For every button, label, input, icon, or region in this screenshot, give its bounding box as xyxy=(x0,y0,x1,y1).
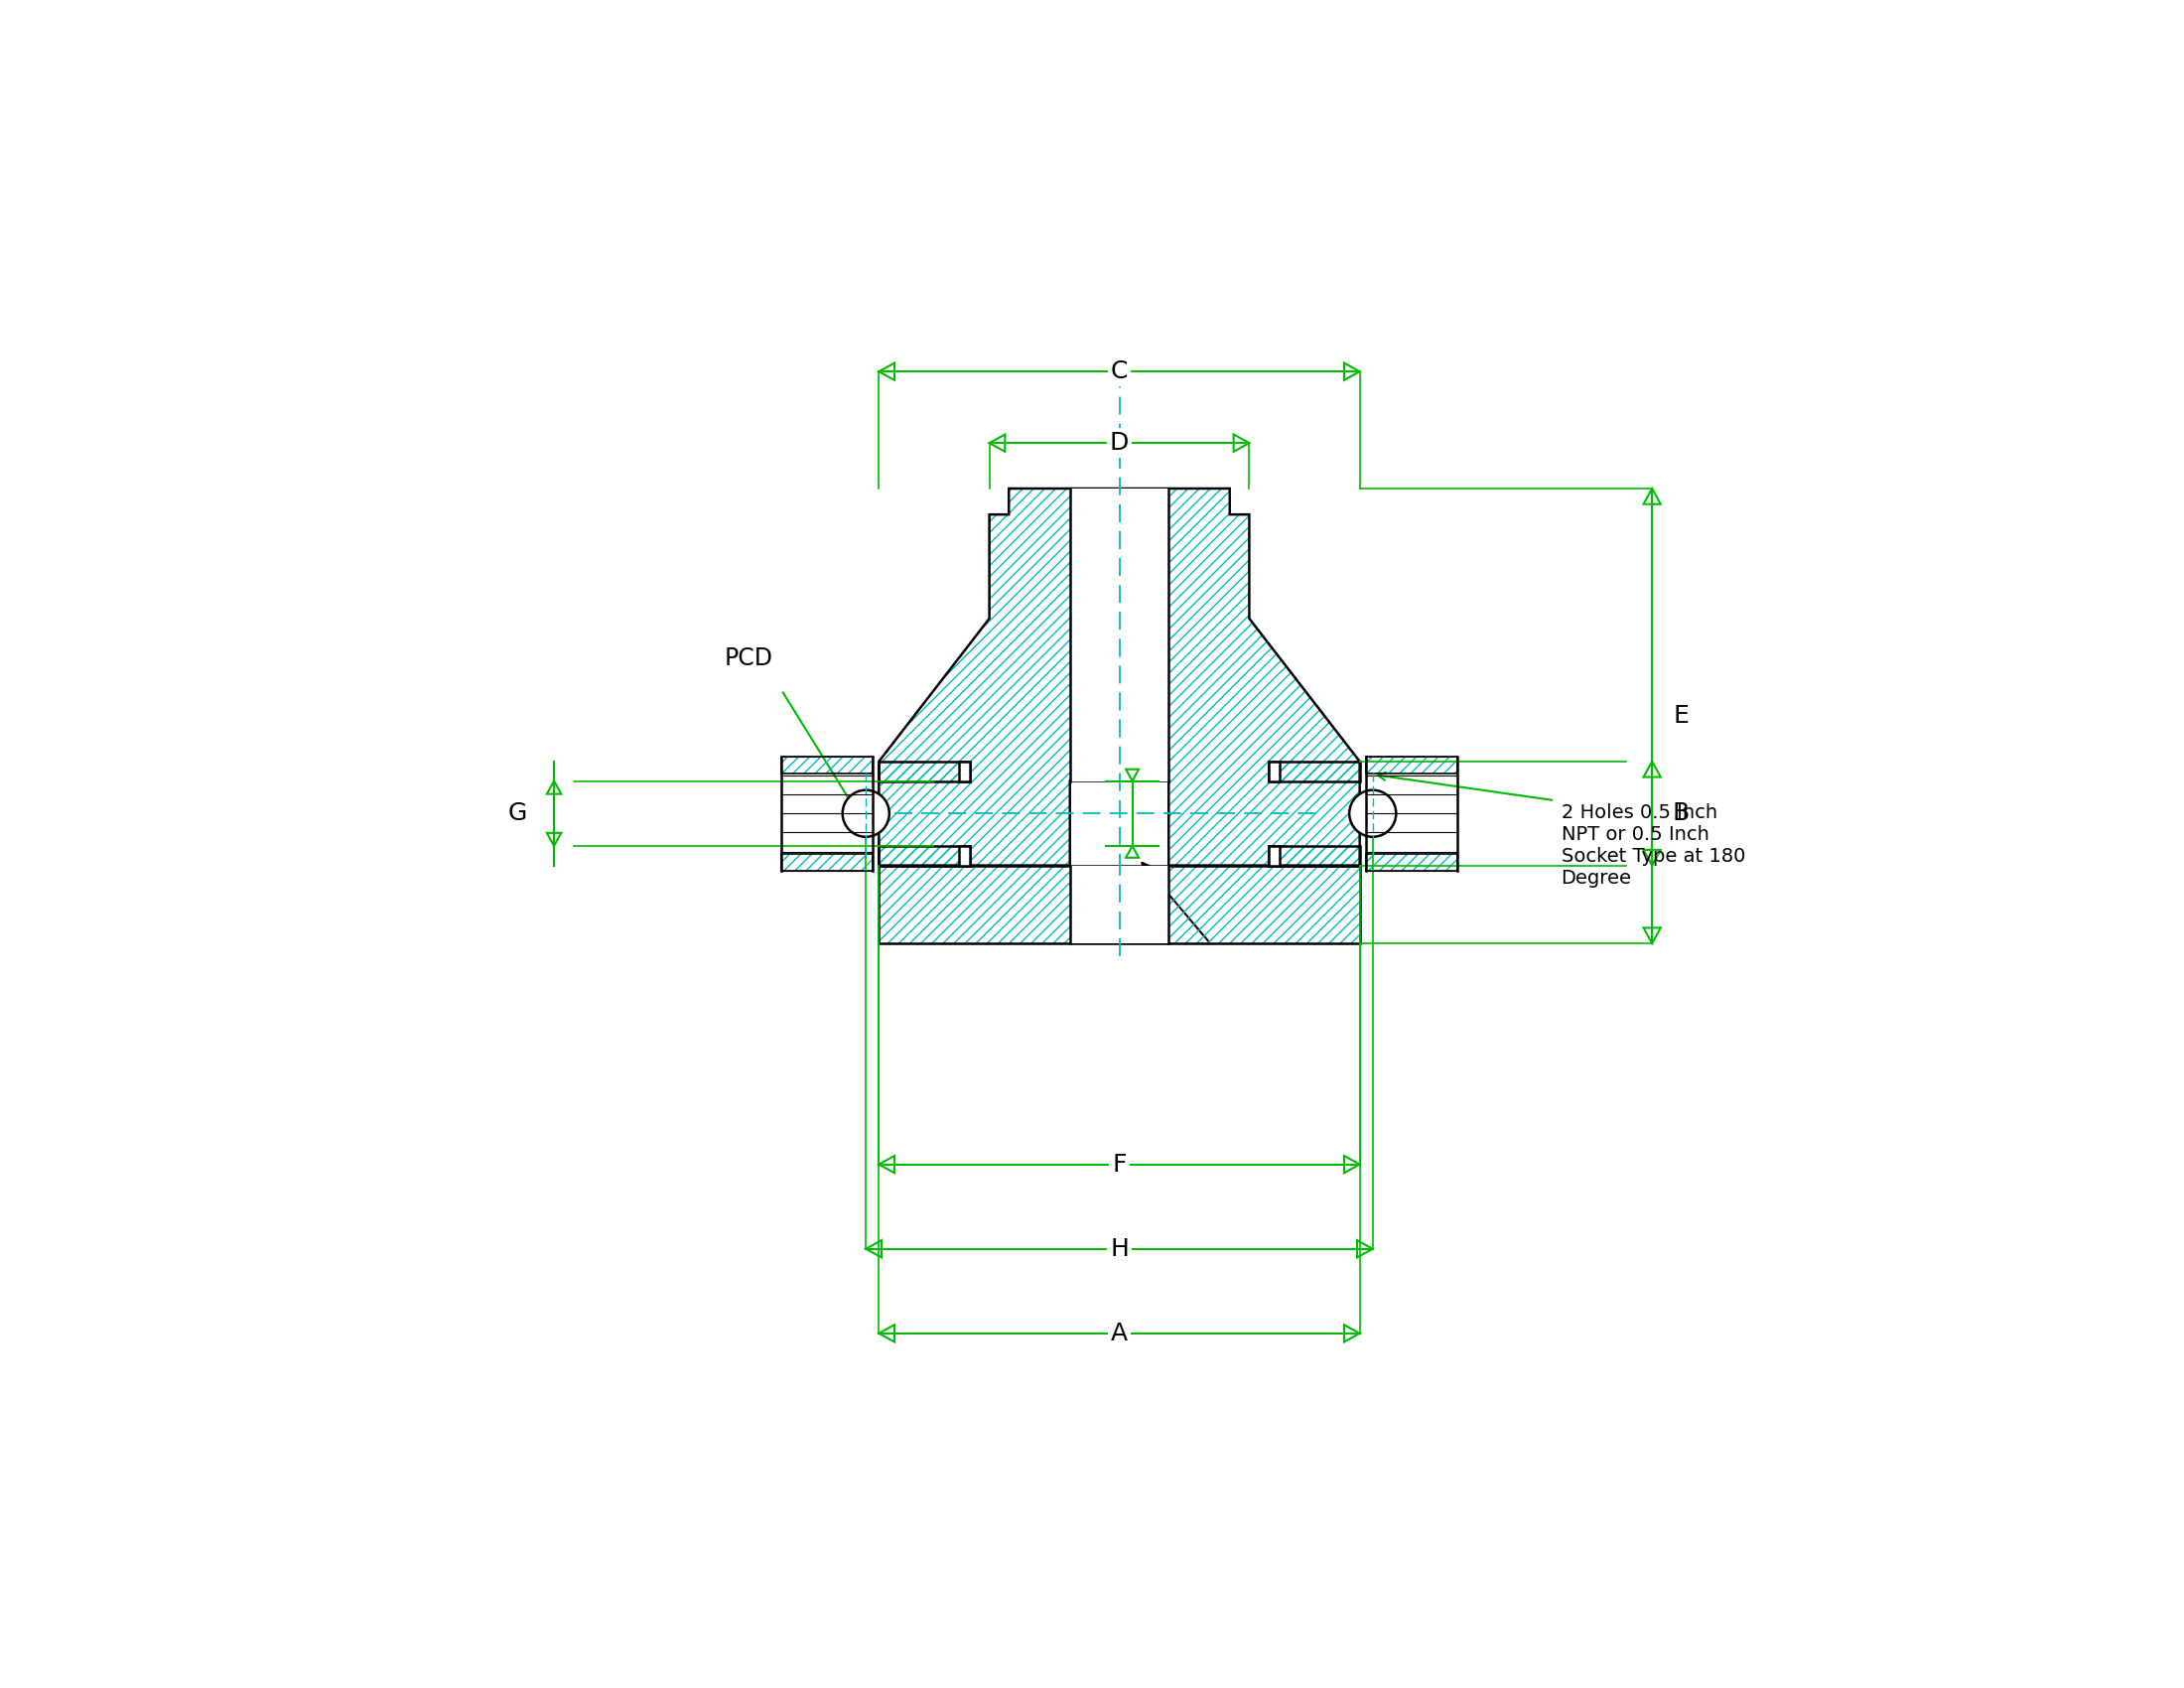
Polygon shape xyxy=(782,854,871,871)
Circle shape xyxy=(1350,790,1396,837)
Polygon shape xyxy=(959,846,970,866)
Circle shape xyxy=(843,790,889,837)
Polygon shape xyxy=(782,756,871,773)
Text: B: B xyxy=(1673,802,1688,825)
Polygon shape xyxy=(1269,846,1280,866)
Polygon shape xyxy=(1269,846,1361,866)
Polygon shape xyxy=(1070,488,1168,782)
Polygon shape xyxy=(1269,761,1280,782)
Text: G: G xyxy=(509,802,526,825)
Polygon shape xyxy=(959,761,970,782)
Text: PCD: PCD xyxy=(725,647,773,670)
Text: A: A xyxy=(1112,1322,1127,1345)
Text: D: D xyxy=(1109,430,1129,456)
Text: F: F xyxy=(1112,1153,1127,1177)
Polygon shape xyxy=(878,761,970,782)
Text: H: H xyxy=(1109,1237,1129,1261)
Polygon shape xyxy=(1070,866,1168,944)
Polygon shape xyxy=(878,846,970,866)
Polygon shape xyxy=(1367,756,1457,773)
Text: E: E xyxy=(1673,704,1688,728)
Text: 2 Holes 0.5 Inch
NPT or 0.5 Inch
Socket Type at 180
Degree: 2 Holes 0.5 Inch NPT or 0.5 Inch Socket … xyxy=(1562,803,1745,888)
Polygon shape xyxy=(878,866,1361,944)
Polygon shape xyxy=(1367,854,1457,871)
Polygon shape xyxy=(1269,761,1361,782)
Text: C: C xyxy=(1112,360,1127,383)
Polygon shape xyxy=(878,488,1361,866)
